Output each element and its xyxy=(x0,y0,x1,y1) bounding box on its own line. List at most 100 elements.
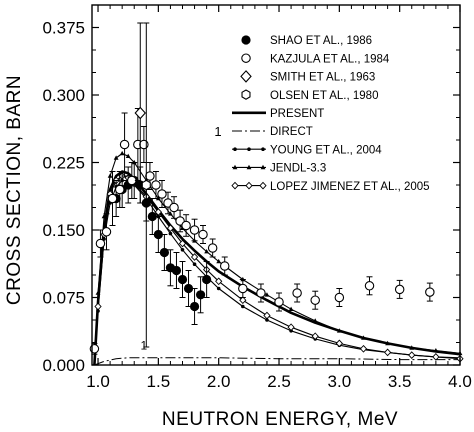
axes: 1.0 1.5 2.0 2.5 3.0 3.5 4.0 0.000 0.075 0.150 0.22… xyxy=(4,4,472,430)
legend-label: KAZJULA ET AL., 1984 xyxy=(270,53,390,65)
data-point xyxy=(202,274,212,285)
y-tick-label: 0.225 xyxy=(42,154,85,173)
legend-entry: DIRECT xyxy=(232,126,313,138)
y-tick-label: 0.000 xyxy=(42,356,85,375)
series-open-circle xyxy=(89,108,435,355)
data-point xyxy=(141,179,151,191)
data-point xyxy=(101,227,112,237)
series-point xyxy=(336,328,342,333)
legend-symbol xyxy=(260,164,266,170)
data-point xyxy=(95,238,106,249)
series-point xyxy=(263,311,271,320)
series-point xyxy=(190,253,199,261)
series-point xyxy=(180,248,185,252)
series-point xyxy=(192,262,197,267)
direct-curve-annotation: 1 xyxy=(141,338,148,352)
data-point xyxy=(198,229,208,240)
data-point xyxy=(153,229,163,240)
data-point xyxy=(207,243,218,253)
data-point xyxy=(157,189,167,199)
series-point xyxy=(361,335,366,340)
data-point xyxy=(151,180,161,190)
data-point xyxy=(219,261,230,271)
series-point xyxy=(433,348,439,353)
data-point xyxy=(177,274,188,285)
legend-symbol xyxy=(259,181,267,190)
series-line xyxy=(93,179,461,366)
legend-symbol xyxy=(261,147,265,151)
data-point xyxy=(181,220,191,231)
series-filled-circle xyxy=(111,162,212,325)
series-point xyxy=(288,306,294,311)
x-tick-label: 3.5 xyxy=(388,372,412,391)
series-point xyxy=(383,348,392,357)
legend-symbol xyxy=(241,89,251,100)
y-tick-label: 0.300 xyxy=(42,86,85,105)
data-point xyxy=(107,193,118,204)
x-tick-label: 2.0 xyxy=(207,372,231,391)
legend-entry: OLSEN ET AL., 1980 xyxy=(241,89,378,102)
y-tick-label: 0.075 xyxy=(42,289,85,308)
series-solid-with-dots xyxy=(93,178,462,366)
data-point xyxy=(394,284,405,295)
legend-symbol xyxy=(246,164,252,170)
x-tick-label: 2.5 xyxy=(267,372,291,391)
data-point xyxy=(119,139,130,150)
data-point xyxy=(256,288,266,298)
series-point xyxy=(168,231,173,236)
data-point xyxy=(115,184,125,195)
legend-label: DIRECT xyxy=(270,126,313,138)
legend-entry: KAZJULA ET AL., 1984 xyxy=(241,53,390,65)
legend-label: LOPEZ JIMENEZ ET AL., 2005 xyxy=(270,181,430,193)
legend-symbol xyxy=(232,164,238,170)
x-tick-label: 1.0 xyxy=(86,372,110,391)
data-point xyxy=(238,283,248,294)
legend-entry: LOPEZ JIMENEZ ET AL., 2005 xyxy=(231,181,430,193)
series-point xyxy=(359,344,368,353)
series-point xyxy=(215,277,223,286)
legend-label: JENDL-3.3 xyxy=(270,163,326,175)
legend-label: OLSEN ET AL., 1980 xyxy=(270,90,378,102)
series-point xyxy=(216,286,221,291)
legend-entry: JENDL-3.3 xyxy=(232,163,326,175)
data-point xyxy=(189,225,200,235)
series-point xyxy=(312,318,318,323)
series-point xyxy=(408,351,416,359)
legend-symbol xyxy=(247,147,251,151)
series-dash-dot xyxy=(94,357,460,366)
legend-direct-number: 1 xyxy=(214,124,221,139)
series-point xyxy=(239,296,247,305)
series-point xyxy=(385,340,391,346)
x-tick-label: 3.0 xyxy=(328,372,352,391)
data-point xyxy=(139,139,149,150)
series-point xyxy=(216,258,222,264)
series-point xyxy=(101,213,107,219)
plot-area xyxy=(89,22,464,366)
legend-entry: SHAO ET AL., 1986 xyxy=(241,35,372,47)
legend-symbol xyxy=(240,70,252,83)
legend-label: SHAO ET AL., 1986 xyxy=(270,35,372,47)
data-point xyxy=(334,292,345,303)
x-tick-label: 1.5 xyxy=(147,372,171,391)
series-point xyxy=(119,150,125,156)
series-point xyxy=(166,224,175,233)
series-point xyxy=(154,208,162,216)
data-point xyxy=(171,265,182,276)
data-point xyxy=(169,202,179,213)
series-point xyxy=(409,345,415,350)
legend-symbol xyxy=(241,53,251,63)
series-open-diamond xyxy=(134,22,147,204)
legend-symbol xyxy=(245,181,253,190)
data-point xyxy=(310,295,320,305)
series-point xyxy=(265,318,269,322)
legend-entry: PRESENT xyxy=(232,108,324,120)
legend-entry: YOUNG ET AL., 2004 xyxy=(232,144,382,156)
series-point xyxy=(113,155,119,160)
series-point xyxy=(311,332,319,341)
legend-label: PRESENT xyxy=(270,108,324,120)
series-point xyxy=(94,302,102,311)
legend-symbol xyxy=(241,35,251,45)
series-point xyxy=(204,249,210,254)
legend-symbol xyxy=(231,181,239,190)
